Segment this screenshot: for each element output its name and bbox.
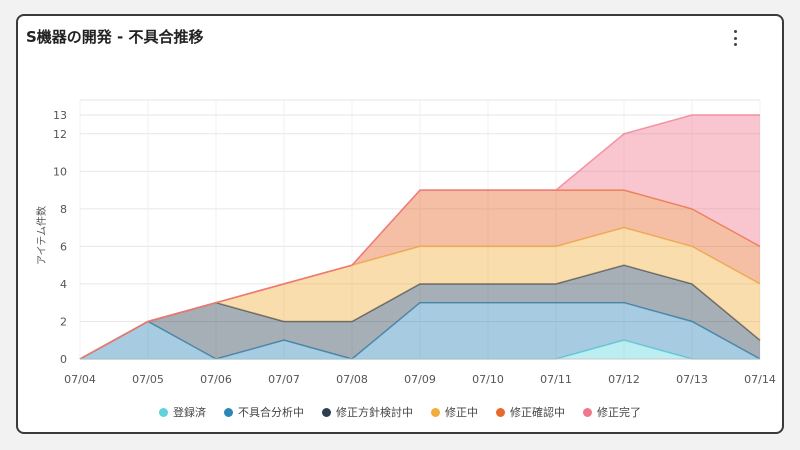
more-vertical-icon[interactable] [727, 27, 743, 49]
legend-swatch [431, 407, 440, 417]
y-tick-label: 10 [53, 165, 67, 178]
y-tick-label: 13 [53, 109, 67, 122]
y-tick-label: 8 [60, 203, 67, 216]
x-tick-label: 07/13 [676, 373, 708, 386]
legend-item-3[interactable]: 修正中 [431, 404, 478, 420]
legend-label: 修正方針検討中 [336, 406, 413, 419]
x-tick-label: 07/06 [200, 373, 232, 386]
x-tick-label: 07/04 [64, 373, 96, 386]
y-tick-label: 6 [60, 240, 67, 253]
legend-swatch [159, 407, 168, 417]
x-tick-label: 07/14 [744, 373, 776, 386]
y-tick-label: 12 [53, 128, 67, 141]
legend-item-1[interactable]: 不具合分析中 [224, 404, 304, 420]
series-line-5 [79, 114, 760, 360]
series-area-5 [80, 115, 760, 359]
series-area-4 [80, 190, 760, 359]
series-area-1 [80, 302, 760, 359]
series-area-3 [80, 227, 760, 359]
series-line-1 [79, 301, 761, 360]
x-tick-label: 07/10 [472, 373, 504, 386]
legend-swatch [322, 407, 331, 417]
x-tick-label: 07/08 [336, 373, 368, 386]
legend-item-5[interactable]: 修正完了 [583, 404, 641, 420]
series-area-2 [80, 265, 760, 359]
legend-swatch [583, 407, 592, 417]
x-tick-label: 07/11 [540, 373, 572, 386]
x-tick-label: 07/07 [268, 373, 300, 386]
series-area-0 [80, 340, 760, 359]
legend-item-0[interactable]: 登録済 [159, 404, 206, 420]
legend-item-2[interactable]: 修正方針検討中 [322, 404, 413, 420]
legend-label: 修正確認中 [510, 406, 565, 419]
y-tick-label: 2 [60, 315, 67, 328]
y-tick-label: 4 [60, 278, 67, 291]
y-tick-label: 0 [60, 353, 67, 366]
chart-card [16, 14, 784, 434]
chart-legend: 登録済 不具合分析中 修正方針検討中 修正中 修正確認中 修正完了 [0, 404, 800, 420]
x-tick-label: 07/09 [404, 373, 436, 386]
legend-item-4[interactable]: 修正確認中 [496, 404, 565, 420]
x-tick-label: 07/12 [608, 373, 640, 386]
legend-label: 登録済 [173, 406, 206, 419]
y-axis-label: アイテム件数 [35, 206, 48, 265]
legend-label: 修正完了 [597, 406, 641, 419]
chart-title: S機器の開発 - 不具合推移 [26, 28, 204, 46]
legend-swatch [224, 407, 233, 417]
legend-swatch [496, 407, 505, 417]
x-tick-label: 07/05 [132, 373, 164, 386]
legend-label: 不具合分析中 [238, 406, 304, 419]
legend-label: 修正中 [445, 406, 478, 419]
